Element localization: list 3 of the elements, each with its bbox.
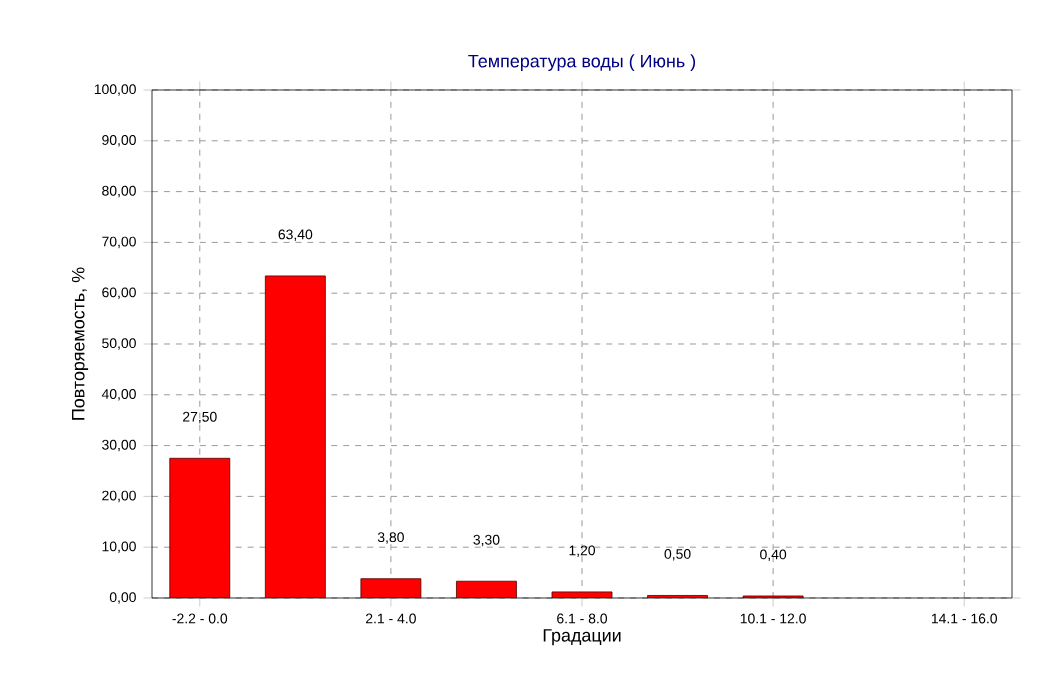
y-axis-title: Повторяемость, % <box>71 267 89 420</box>
chart-title: Температура воды ( Июнь ) <box>468 54 696 71</box>
x-axis-title: Градации <box>543 629 621 646</box>
